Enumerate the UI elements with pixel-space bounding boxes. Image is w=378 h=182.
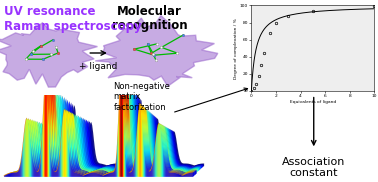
Text: Non-negative
matrix
factorization: Non-negative matrix factorization [113, 82, 170, 112]
Polygon shape [28, 92, 201, 169]
Polygon shape [32, 95, 202, 168]
Text: Association
constant: Association constant [282, 157, 345, 178]
Polygon shape [8, 76, 194, 175]
Polygon shape [4, 73, 193, 176]
Polygon shape [26, 90, 200, 170]
Polygon shape [30, 93, 201, 169]
Polygon shape [14, 81, 196, 173]
Polygon shape [34, 96, 203, 167]
Polygon shape [36, 98, 203, 167]
Polygon shape [18, 84, 197, 172]
Text: UV resonance
Raman spectroscopy: UV resonance Raman spectroscopy [4, 5, 141, 33]
Polygon shape [24, 89, 200, 170]
Text: + ligand: + ligand [79, 62, 118, 71]
Polygon shape [6, 75, 194, 176]
Y-axis label: Degree of complexation / %: Degree of complexation / % [234, 18, 238, 79]
Polygon shape [95, 16, 218, 86]
Polygon shape [0, 23, 98, 87]
Text: Molecular
recognition: Molecular recognition [112, 5, 187, 32]
Polygon shape [10, 78, 195, 175]
Polygon shape [22, 87, 199, 171]
Polygon shape [12, 80, 195, 174]
X-axis label: Equivalents of ligand: Equivalents of ligand [290, 100, 336, 104]
Polygon shape [20, 86, 198, 172]
Polygon shape [16, 82, 197, 173]
Polygon shape [38, 99, 204, 166]
